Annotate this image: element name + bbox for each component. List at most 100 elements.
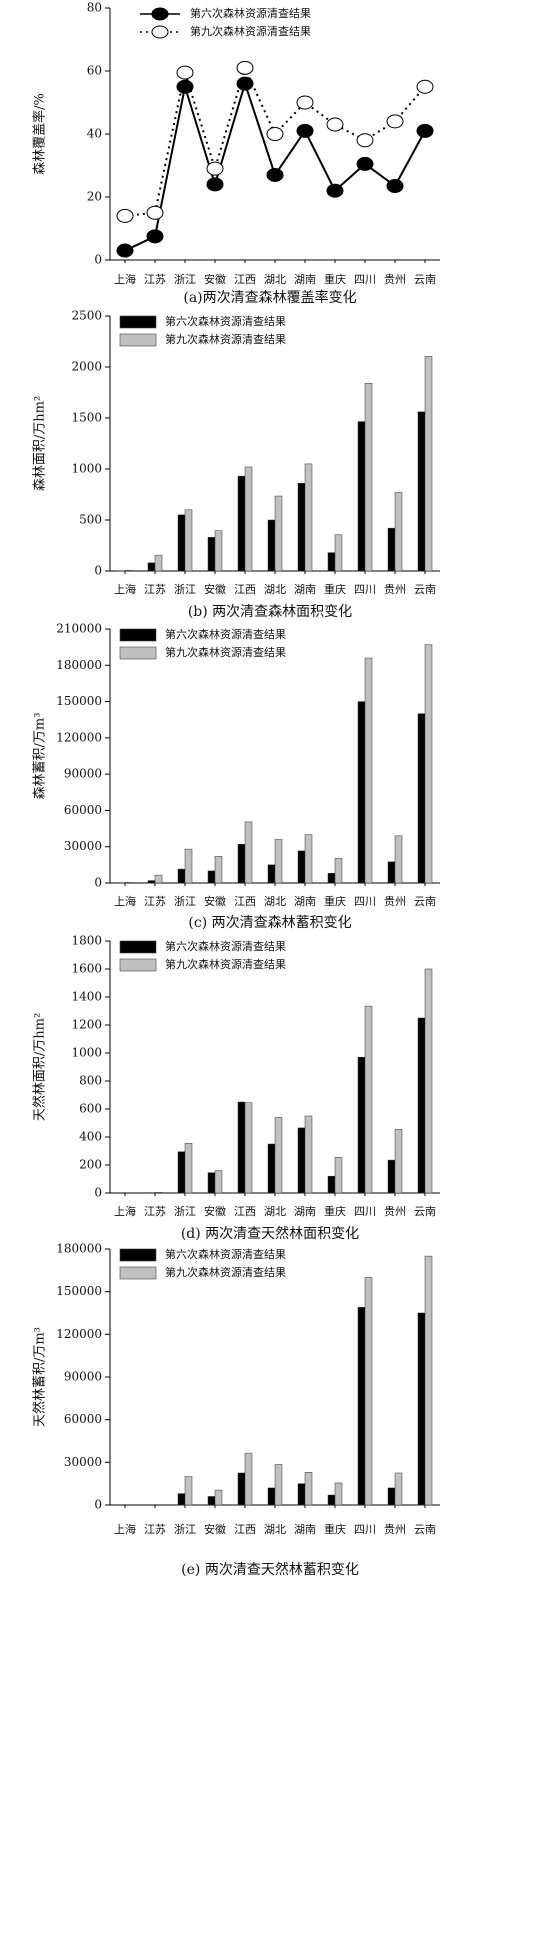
x-tick-label: 安徽 [204, 1522, 226, 1536]
bar [238, 844, 245, 883]
x-tick-label: 江苏 [144, 583, 166, 596]
bar [245, 822, 252, 883]
x-tick-label: 湖北 [264, 1205, 286, 1218]
series-line [125, 68, 425, 216]
bar [208, 1496, 215, 1505]
y-axis-label: 森林覆盖率/% [32, 93, 48, 175]
x-tick-label: 江西 [234, 1523, 256, 1536]
legend-label: 第九次森林资源清查结果 [190, 24, 311, 38]
bar [425, 969, 432, 1193]
x-tick-label: 上海 [114, 272, 136, 286]
bar [365, 658, 372, 883]
x-tick-label: 上海 [114, 582, 136, 596]
x-tick-label: 重庆 [324, 582, 346, 596]
x-tick-label: 浙江 [174, 1523, 196, 1536]
y-tick-label: 1500 [71, 411, 102, 425]
y-tick-label: 120000 [56, 1327, 102, 1341]
bar [208, 537, 215, 571]
bar [215, 856, 222, 883]
y-tick-label: 150000 [56, 1284, 102, 1298]
y-tick-label: 1200 [71, 1018, 102, 1032]
point [357, 134, 373, 147]
bar [178, 869, 185, 883]
legend-swatch [120, 959, 156, 971]
legend-swatch [120, 334, 156, 346]
bar [388, 862, 395, 883]
x-tick-label: 江苏 [144, 1523, 166, 1536]
legend-marker [152, 26, 168, 38]
x-tick-label: 云南 [414, 1205, 436, 1218]
legend-label: 第六次森林资源清查结果 [190, 6, 311, 20]
y-tick-label: 2500 [71, 309, 102, 323]
bar [335, 1157, 342, 1193]
bar [155, 875, 162, 883]
y-axis-label: 森林面积/万hm² [33, 396, 48, 491]
bar [425, 645, 432, 883]
y-tick-label: 600 [79, 1102, 102, 1116]
x-tick-label: 贵州 [384, 583, 406, 596]
bar [155, 1192, 162, 1193]
x-tick-label: 安徽 [204, 894, 226, 908]
point [297, 96, 313, 109]
y-tick-label: 1600 [71, 962, 102, 976]
y-tick-label: 30000 [64, 1455, 102, 1469]
legend-label: 第九次森林资源清查结果 [165, 957, 286, 971]
bar [238, 476, 245, 571]
y-tick-label: 1800 [71, 934, 102, 948]
legend-swatch [120, 1267, 156, 1279]
bar [395, 1473, 402, 1505]
bar [268, 520, 275, 571]
bar [208, 871, 215, 883]
point [357, 157, 373, 170]
bar [335, 535, 342, 571]
bar [358, 702, 365, 883]
point [117, 244, 133, 257]
legend-swatch [120, 629, 156, 641]
legend-swatch [120, 1249, 156, 1261]
bar [365, 1277, 372, 1505]
series-line [125, 84, 425, 251]
x-tick-label: 湖南 [294, 895, 316, 908]
x-tick-label: 江苏 [144, 273, 166, 286]
point [417, 124, 433, 137]
y-tick-label: 800 [79, 1074, 102, 1088]
y-tick-label: 120000 [56, 730, 102, 744]
x-tick-label: 四川 [354, 583, 376, 596]
y-tick-label: 150000 [56, 694, 102, 708]
bar [328, 1176, 335, 1193]
x-tick-label: 江西 [234, 895, 256, 908]
point [417, 80, 433, 93]
bar [185, 849, 192, 883]
bar [125, 882, 132, 883]
point [237, 77, 253, 90]
y-tick-label: 90000 [64, 1370, 102, 1384]
bar [388, 528, 395, 571]
x-tick-label: 上海 [114, 1204, 136, 1218]
x-tick-label: 江西 [234, 1205, 256, 1218]
bar [335, 1483, 342, 1505]
bar [305, 1472, 312, 1505]
bar [268, 1144, 275, 1193]
bar [365, 383, 372, 571]
x-tick-label: 四川 [354, 1205, 376, 1218]
chart: 0300006000090000120000150000180000210000… [33, 622, 441, 932]
x-tick-label: 云南 [414, 583, 436, 596]
y-tick-label: 80 [87, 1, 102, 15]
y-tick-label: 60 [87, 64, 102, 78]
x-tick-label: 浙江 [174, 895, 196, 908]
bar [268, 1488, 275, 1505]
legend-swatch [120, 316, 156, 328]
bar [418, 412, 425, 571]
bar [185, 510, 192, 571]
x-tick-label: 湖南 [294, 273, 316, 286]
y-tick-label: 60000 [64, 803, 102, 817]
x-tick-label: 江西 [234, 583, 256, 596]
y-tick-label: 0 [94, 876, 102, 890]
x-tick-label: 四川 [354, 1523, 376, 1536]
x-tick-label: 江西 [234, 273, 256, 286]
caption: (d) 两次清查天然林面积变化 [181, 1225, 359, 1242]
legend-swatch [120, 647, 156, 659]
point [147, 206, 163, 219]
bar [245, 1103, 252, 1193]
bar [268, 865, 275, 883]
